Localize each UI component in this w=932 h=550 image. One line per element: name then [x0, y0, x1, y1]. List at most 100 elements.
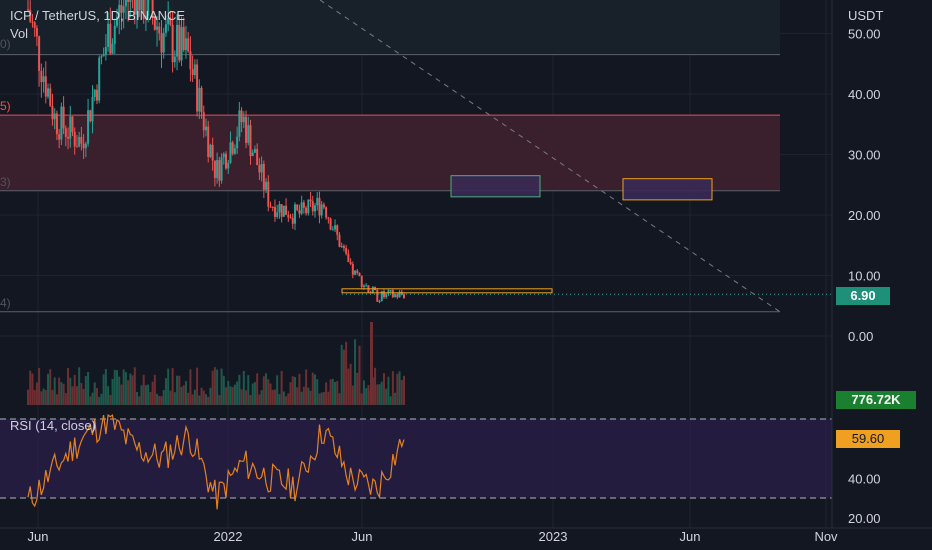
volume-bar	[227, 381, 230, 405]
candle-body	[394, 294, 397, 298]
volume-bar	[71, 386, 74, 405]
volume-bar	[147, 384, 150, 405]
volume-bar	[325, 382, 328, 405]
volume-label: 776.72K	[851, 392, 901, 407]
volume-bar	[55, 394, 58, 405]
candle-body	[289, 217, 292, 219]
volume-bar	[305, 369, 308, 405]
volume-bar	[289, 382, 292, 405]
volume-bar	[31, 373, 34, 405]
volume-bar	[122, 369, 125, 405]
volume-bar	[247, 375, 250, 405]
candle-body	[71, 116, 74, 133]
volume-bar	[354, 339, 357, 405]
volume-bar	[331, 378, 334, 405]
candle-body	[265, 181, 268, 190]
volume-bar	[336, 381, 339, 405]
volume-bar	[33, 389, 36, 405]
volume-bar	[316, 379, 319, 405]
candle-body	[180, 27, 183, 61]
candle-body	[104, 47, 107, 55]
rsi-title: RSI (14, close)	[10, 418, 96, 433]
volume-bar	[222, 375, 225, 405]
volume-bar	[231, 387, 234, 405]
price-tick-label: 50.00	[848, 27, 881, 42]
candle-body	[351, 263, 354, 275]
volume-bar	[338, 393, 341, 405]
candle-body	[371, 286, 374, 293]
volume-bar	[349, 363, 352, 405]
candle-body	[124, 0, 127, 7]
candle-body	[184, 38, 187, 50]
candle-body	[193, 64, 196, 76]
candle-body	[307, 199, 310, 214]
volume-bar	[225, 387, 228, 405]
volume-bar	[176, 375, 179, 405]
volume-bar	[367, 385, 370, 405]
candle-body	[173, 56, 176, 63]
current-level-box	[341, 288, 553, 294]
volume-bar	[242, 371, 245, 405]
candle-body	[38, 36, 41, 71]
price-tick-label: 40.00	[848, 87, 881, 102]
candle-body	[218, 160, 221, 181]
candle-body	[160, 33, 163, 53]
candle-body	[389, 290, 392, 292]
volume-bar	[62, 383, 65, 405]
volume-bar	[211, 370, 214, 405]
volume-bar	[111, 378, 114, 405]
volume-bar	[42, 388, 45, 405]
volume-bar	[374, 367, 377, 405]
candle-body	[365, 285, 368, 287]
candle-body	[178, 24, 181, 61]
candle-body	[120, 4, 123, 13]
volume-bar	[285, 396, 288, 405]
volume-bar	[240, 389, 243, 405]
volume-bar	[104, 369, 107, 405]
candle-body	[242, 116, 245, 123]
candle-body	[336, 225, 339, 235]
volume-bar	[318, 393, 321, 405]
volume-bar	[202, 390, 205, 405]
rsi-current-badge	[836, 430, 900, 448]
volume-bar	[156, 393, 159, 405]
candle-body	[82, 143, 85, 149]
candle-body	[233, 148, 236, 154]
candle-body	[318, 197, 321, 216]
candle-body	[238, 110, 241, 137]
volume-bar	[142, 374, 145, 405]
candle-body	[298, 210, 301, 214]
candle-body	[358, 272, 361, 276]
volume-bar	[131, 375, 134, 405]
candle-body	[382, 291, 385, 298]
candle-body	[42, 76, 45, 83]
volume-bar	[365, 388, 368, 405]
candle-body	[327, 217, 330, 219]
current-price-badge	[836, 287, 890, 305]
left-edge-label-2: 5)	[0, 99, 11, 113]
volume-bar	[378, 384, 381, 405]
volume-bar	[220, 368, 223, 405]
rsi-current-label: 59.60	[852, 431, 885, 446]
volume-bar	[140, 385, 143, 405]
volume-bar	[251, 383, 254, 405]
candle-body	[136, 0, 139, 15]
candle-body	[53, 113, 56, 120]
volume-bar	[391, 371, 394, 405]
candle-body	[78, 137, 81, 147]
volume-bar	[118, 376, 121, 405]
time-tick-label: Jun	[28, 529, 49, 544]
candle-body	[44, 76, 47, 97]
volume-bar	[127, 380, 130, 405]
candle-body	[285, 205, 288, 215]
candle-body	[91, 96, 94, 122]
candle-body	[293, 204, 296, 224]
candle-body	[225, 153, 228, 169]
volume-bar	[340, 344, 343, 405]
candle-body	[356, 270, 359, 273]
candle-body	[138, 0, 141, 11]
candle-body	[403, 294, 405, 299]
volume-bar	[144, 385, 147, 405]
volume-bar	[53, 377, 56, 405]
